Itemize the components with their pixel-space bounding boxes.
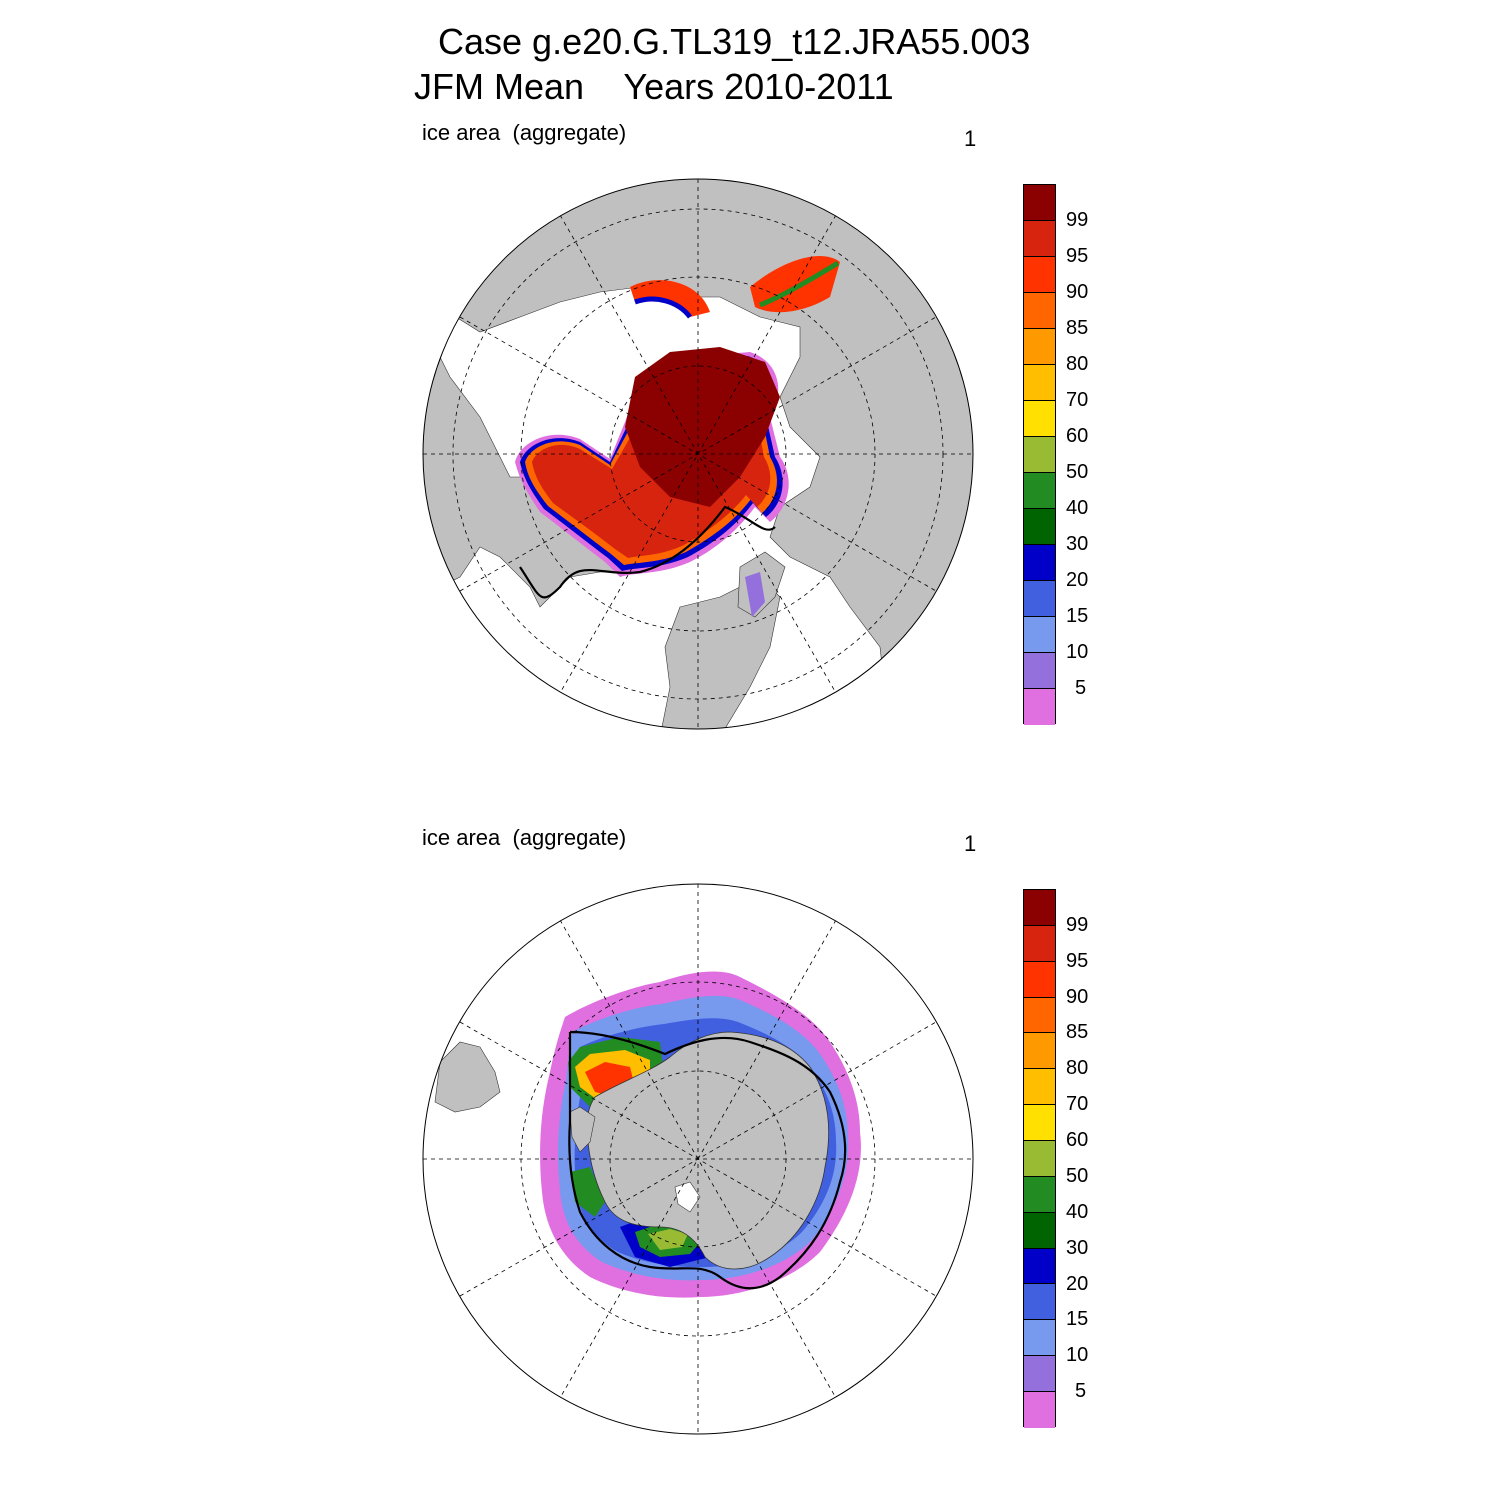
- south-colorbar-segment: [1024, 890, 1055, 926]
- south-colorbar-segment: [1024, 1356, 1055, 1393]
- north-colorbar-segment: [1024, 473, 1055, 509]
- south-colorbar-tick-label: 50: [1066, 1164, 1089, 1187]
- north-colorbar-segment: [1024, 257, 1055, 293]
- north-colorbar-segment: [1024, 185, 1055, 221]
- north-colorbar-segment: [1024, 329, 1055, 365]
- south-colorbar-segment: [1024, 925, 1055, 962]
- north-colorbar-tick-label: 60: [1066, 425, 1089, 447]
- south-polar-map: [422, 883, 974, 1435]
- figure-title-case: Case g.e20.G.TL319_t12.JRA55.003: [438, 21, 1031, 62]
- south-colorbar-segment: [1024, 1212, 1055, 1249]
- south-panel-value: 1: [964, 831, 977, 856]
- north-colorbar-segment: [1024, 437, 1055, 473]
- north-colorbar-tick-label: 20: [1066, 569, 1089, 591]
- south-land-antarctica: [586, 1031, 830, 1270]
- south-colorbar-segment: [1024, 1105, 1055, 1142]
- south-colorbar-segment: [1024, 1141, 1055, 1177]
- north-colorbar-tick-label: 15: [1066, 605, 1089, 627]
- north-graticule: [423, 179, 973, 729]
- north-colorbar-tick-label: 70: [1066, 389, 1089, 411]
- north-colorbar-tick-label: 90: [1066, 281, 1089, 303]
- south-colorbar-segment: [1024, 1284, 1055, 1321]
- south-colorbar-segment: [1024, 1033, 1055, 1070]
- south-colorbar-segment: [1024, 997, 1055, 1034]
- south-observed-ice-edge: [568, 1030, 847, 1290]
- south-colorbar-tick-label: 99: [1066, 913, 1089, 936]
- north-colorbar-segment: [1024, 617, 1055, 653]
- south-colorbar-tick-label: 15: [1066, 1308, 1089, 1331]
- south-colorbar-tick-label: 30: [1066, 1236, 1089, 1259]
- south-colorbar-tick-label: 70: [1066, 1093, 1089, 1116]
- north-observed-ice-edge: [519, 505, 776, 599]
- south-colorbar-segment: [1024, 1069, 1055, 1106]
- south-colorbar-tick-label: 85: [1066, 1021, 1089, 1044]
- south-colorbar-tick-label: 20: [1066, 1272, 1089, 1295]
- south-panel-label: ice area (aggregate): [422, 825, 627, 850]
- south-colorbar-segment: [1024, 1392, 1055, 1428]
- north-colorbar-segment: [1024, 689, 1055, 725]
- north-colorbar-segment: [1024, 401, 1055, 437]
- north-colorbar-segment: [1024, 545, 1055, 581]
- south-colorbar-tick-label: 90: [1066, 985, 1089, 1008]
- south-colorbar-segment: [1024, 1320, 1055, 1357]
- north-colorbar-segment: [1024, 365, 1055, 401]
- north-panel-label: ice area (aggregate): [422, 120, 627, 145]
- south-colorbar-tick-label: 60: [1066, 1129, 1089, 1152]
- south-colorbar-tick-label: 5: [1075, 1380, 1087, 1403]
- south-colorbar-tick-label: 80: [1066, 1057, 1089, 1080]
- south-colorbar-segment: [1024, 1248, 1055, 1285]
- north-colorbar-tick-label: 40: [1066, 497, 1089, 519]
- north-colorbar-tick-label: 30: [1066, 533, 1089, 555]
- figure-title-period: JFM Mean Years 2010-2011: [414, 66, 894, 107]
- north-sea-ice: [515, 256, 840, 617]
- south-colorbar-tick-label: 95: [1066, 949, 1089, 972]
- north-colorbar-segment: [1024, 221, 1055, 257]
- north-colorbar-tick-label: 10: [1066, 641, 1089, 663]
- south-colorbar-tick-label: 40: [1066, 1200, 1089, 1223]
- north-polar-map: [422, 178, 974, 730]
- north-colorbar-segment: [1024, 653, 1055, 689]
- north-colorbar-segment: [1024, 509, 1055, 545]
- north-colorbar: [1023, 184, 1056, 725]
- north-colorbar-tick-label: 99: [1066, 209, 1089, 231]
- north-colorbar-tick-label: 85: [1066, 317, 1089, 339]
- south-colorbar-segment: [1024, 1176, 1055, 1213]
- north-colorbar-segment: [1024, 581, 1055, 617]
- north-colorbar-tick-label: 50: [1066, 461, 1089, 483]
- south-land-south-america: [434, 1041, 501, 1113]
- north-colorbar-segment: [1024, 293, 1055, 329]
- south-colorbar: [1023, 889, 1056, 1428]
- south-graticule: [423, 884, 973, 1434]
- north-colorbar-tick-label: 5: [1075, 677, 1087, 699]
- north-colorbar-tick-label: 80: [1066, 353, 1089, 375]
- north-panel-value: 1: [964, 126, 977, 151]
- south-colorbar-segment: [1024, 961, 1055, 998]
- south-colorbar-tick-label: 10: [1066, 1344, 1089, 1367]
- north-colorbar-tick-label: 95: [1066, 245, 1089, 267]
